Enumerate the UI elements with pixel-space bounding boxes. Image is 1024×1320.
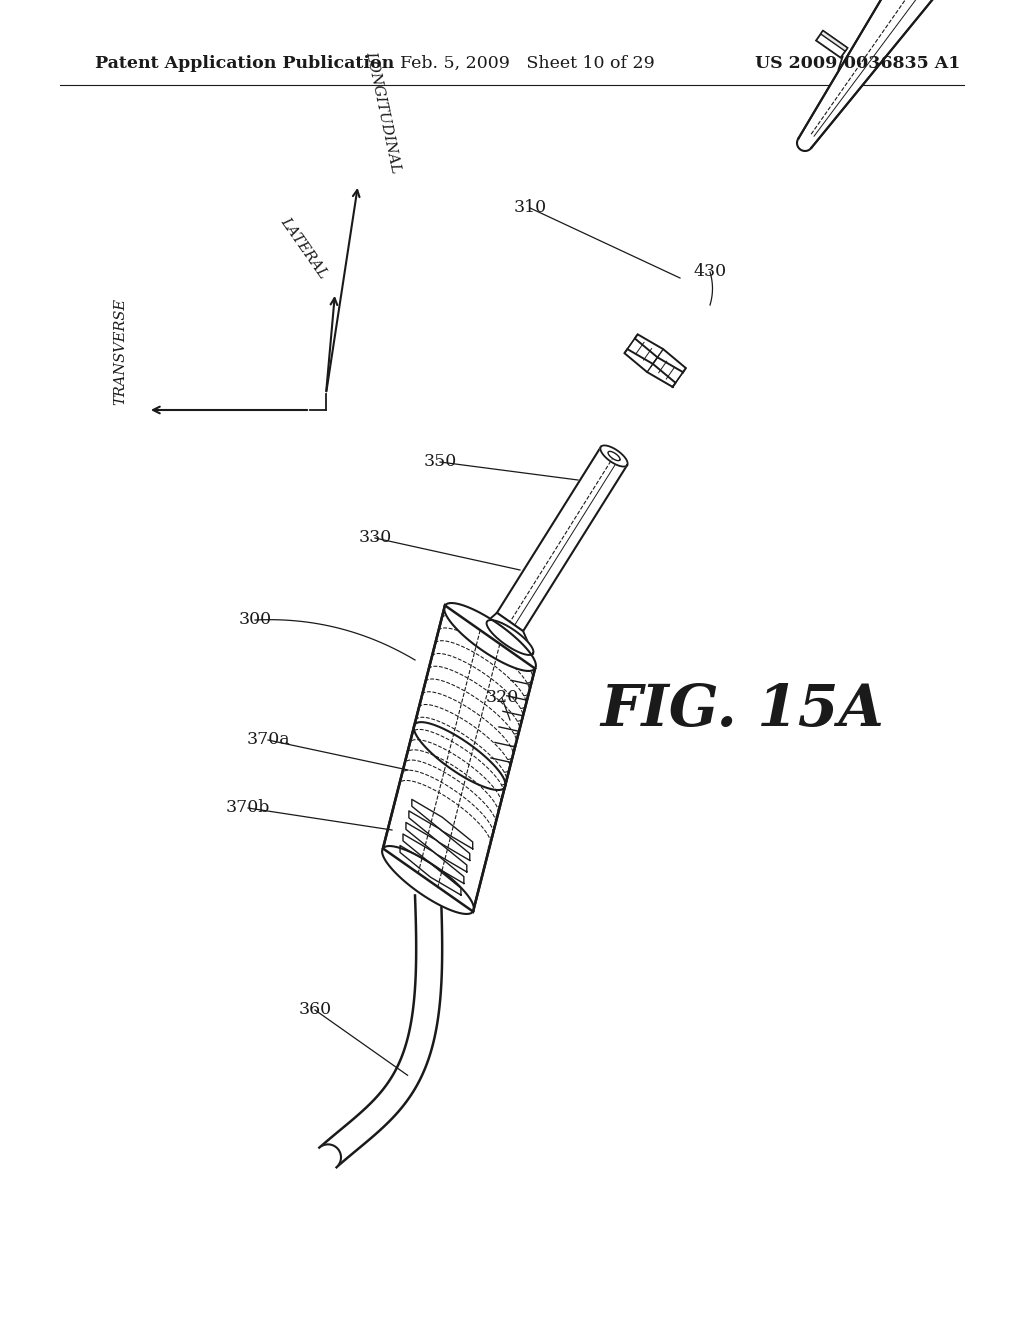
Polygon shape [816,30,848,58]
Text: 430: 430 [693,264,727,281]
Text: 350: 350 [423,454,457,470]
Polygon shape [799,0,948,148]
Text: Feb. 5, 2009   Sheet 10 of 29: Feb. 5, 2009 Sheet 10 of 29 [400,54,654,71]
Polygon shape [382,846,474,913]
Polygon shape [497,447,627,631]
Text: Patent Application Publication: Patent Application Publication [95,54,394,71]
Text: LONGITUDINAL: LONGITUDINAL [362,50,402,176]
Text: US 2009/0036835 A1: US 2009/0036835 A1 [755,54,961,71]
Text: FIG. 15A: FIG. 15A [600,681,884,738]
Polygon shape [625,334,686,387]
Text: 320: 320 [485,689,518,706]
Polygon shape [444,603,536,671]
Text: 370a: 370a [246,731,290,748]
Text: LATERAL: LATERAL [278,215,330,281]
Polygon shape [319,1144,341,1167]
Polygon shape [486,620,534,655]
Text: 370b: 370b [226,800,270,817]
Text: 360: 360 [298,1002,332,1019]
Text: 310: 310 [513,199,547,216]
Polygon shape [487,612,532,653]
Text: 300: 300 [239,611,271,628]
Polygon shape [820,30,848,51]
Polygon shape [600,445,628,466]
Polygon shape [608,451,620,461]
Text: TRANSVERSE: TRANSVERSE [113,298,127,405]
Text: 330: 330 [358,529,391,546]
Polygon shape [319,895,442,1167]
Polygon shape [383,606,536,912]
